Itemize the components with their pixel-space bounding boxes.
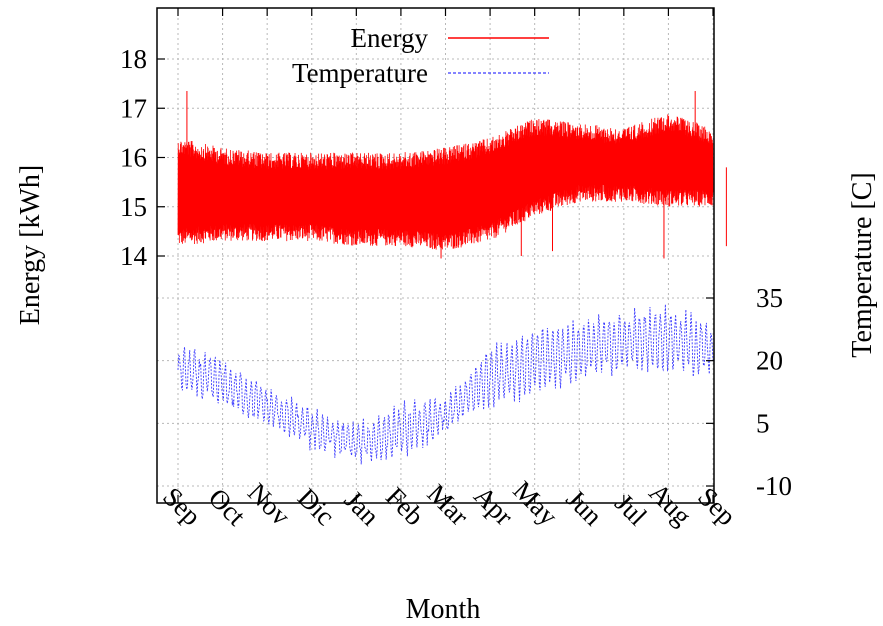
plot-area [177, 91, 727, 465]
x-tick-label: Aug [643, 477, 697, 531]
x-tick-label: Jan [339, 485, 386, 532]
plot-frame [156, 7, 715, 504]
x-axis-label: Month [406, 594, 481, 625]
x-tick-label: Nov [242, 477, 296, 531]
legend-label-temperature: Temperature [292, 58, 428, 88]
y-tick-label-left: 14 [120, 241, 148, 271]
grid [157, 8, 714, 503]
x-tick-label: Sep [692, 481, 742, 531]
y-axis-label-right: Temperature [C] [847, 172, 878, 357]
legend: Energy Temperature [292, 23, 549, 88]
temperature-series-line [177, 304, 714, 465]
y-axis-label-left: Energy [kWh] [15, 165, 46, 325]
x-tick-label: May [507, 475, 564, 532]
y-tick-label-right: 35 [756, 283, 783, 313]
x-tick-label: Feb [380, 481, 430, 531]
x-tick-label: Sep [157, 481, 207, 531]
x-tick-label: Oct [203, 482, 252, 531]
y-tick-label-left: 18 [120, 44, 147, 74]
y-tick-label-right: 5 [756, 408, 770, 438]
x-tick-label: Mar [421, 478, 474, 531]
x-tick-label: Dic [292, 482, 341, 531]
energy-series-line [177, 114, 714, 250]
x-tick-label: Apr [468, 480, 519, 531]
y-tick-label-left: 16 [120, 143, 147, 173]
y-tick-label-left: 17 [120, 93, 147, 123]
legend-label-energy: Energy [351, 23, 429, 53]
y-tick-label-left: 15 [120, 192, 147, 222]
y-tick-label-right: 20 [756, 346, 783, 376]
x-tick-label: Jun [560, 484, 608, 532]
y-tick-label-right: -10 [756, 471, 792, 501]
